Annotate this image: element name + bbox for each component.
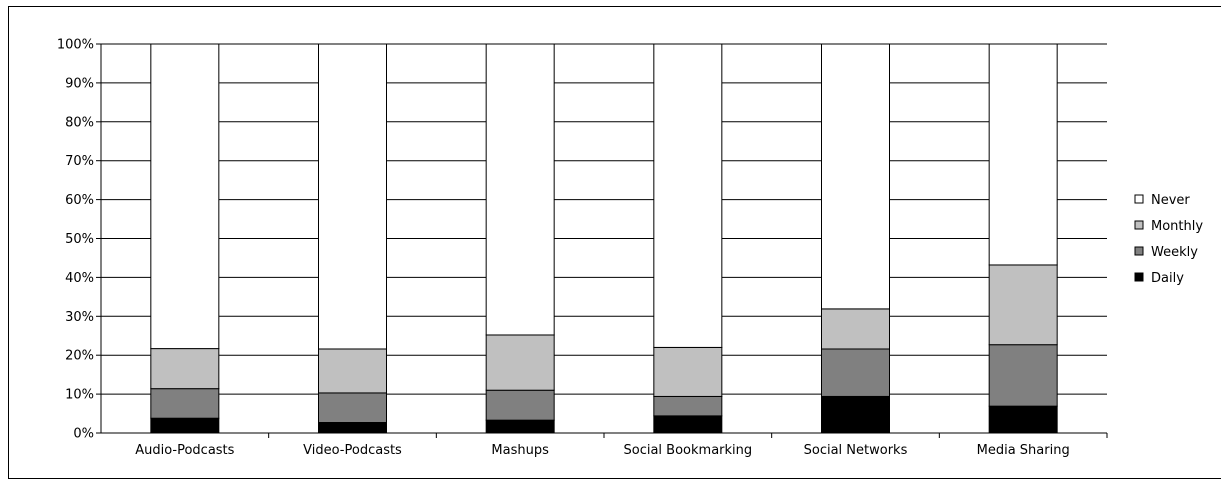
bar-segment-weekly — [150, 388, 220, 419]
y-tick-label: 0% — [73, 427, 94, 442]
bar-segment-never — [318, 43, 387, 350]
bar-segment-weekly — [318, 392, 387, 423]
y-tick-label: 80% — [65, 115, 94, 130]
bar-segment-monthly — [821, 308, 890, 350]
bar-segment-monthly — [318, 348, 387, 394]
bar-segment-never — [485, 43, 555, 336]
bar-segment-monthly — [150, 348, 220, 390]
bar-segment-never — [821, 43, 890, 310]
legend-swatch-monthly — [1134, 220, 1144, 230]
bar-segment-weekly — [485, 389, 555, 421]
bar-segment-weekly — [653, 395, 723, 417]
y-tick-label: 50% — [65, 232, 94, 247]
bar-segment-never — [653, 43, 723, 348]
legend-swatch-weekly — [1134, 246, 1144, 256]
y-tick-label: 40% — [65, 271, 94, 286]
category-label: Mashups — [491, 443, 549, 458]
bar-segment-daily — [318, 421, 387, 434]
y-tick-label: 10% — [65, 388, 94, 403]
y-tick-label: 60% — [65, 193, 94, 208]
bar-segment-never — [150, 43, 220, 350]
bar-segment-daily — [653, 415, 723, 434]
bar-segment-daily — [485, 419, 555, 434]
bar-segment-monthly — [988, 264, 1058, 346]
category-label: Video-Podcasts — [303, 443, 402, 458]
legend-label-weekly: Weekly — [1151, 245, 1198, 260]
legend-label-monthly: Monthly — [1151, 219, 1203, 234]
bar-segment-daily — [821, 395, 890, 434]
bar-segment-daily — [150, 417, 220, 434]
y-tick-label: 70% — [65, 154, 94, 169]
legend-swatch-never — [1134, 194, 1144, 204]
legend-label-daily: Daily — [1151, 271, 1184, 286]
category-label: Social Bookmarking — [624, 443, 753, 458]
bar-segment-never — [988, 43, 1058, 266]
bar-segment-monthly — [485, 334, 555, 391]
y-tick-label: 20% — [65, 349, 94, 364]
y-tick-label: 90% — [65, 76, 94, 91]
bar-segment-weekly — [821, 348, 890, 397]
category-label: Audio-Podcasts — [135, 443, 234, 458]
bar-segment-weekly — [988, 344, 1058, 407]
category-label: Media Sharing — [977, 443, 1070, 458]
bar-segment-monthly — [653, 346, 723, 397]
legend-label-never: Never — [1151, 193, 1190, 208]
category-label: Social Networks — [804, 443, 908, 458]
y-tick-label: 30% — [65, 310, 94, 325]
y-tick-label: 100% — [57, 38, 94, 53]
bar-segment-daily — [988, 405, 1058, 434]
legend-swatch-daily — [1134, 272, 1144, 282]
